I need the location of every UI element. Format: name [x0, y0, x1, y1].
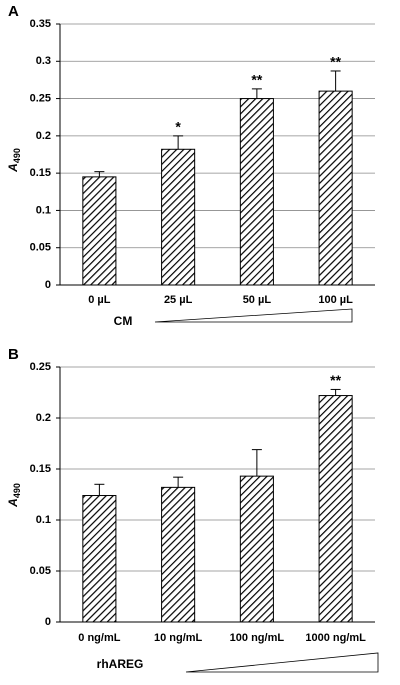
ramp-triangle	[185, 652, 379, 673]
x-axis-label: rhAREG	[97, 657, 144, 671]
y-tick-label: 0.25	[30, 92, 51, 104]
y-tick-label: 0.15	[30, 463, 51, 475]
bar	[161, 486, 196, 623]
y-tick-label: 0.1	[36, 204, 51, 216]
y-tick-label: 0.05	[30, 242, 51, 254]
bar	[239, 475, 274, 623]
x-tick-label: 25 µL	[164, 294, 193, 306]
y-tick-label: 0.1	[36, 514, 51, 526]
x-tick-label: 0 µL	[88, 294, 111, 306]
x-axis-label: CM	[114, 314, 133, 328]
y-tick-label: 0.2	[36, 130, 51, 142]
y-tick-label: 0	[45, 279, 51, 291]
bar	[318, 90, 353, 286]
x-tick-label: 100 µL	[318, 294, 353, 306]
significance-marker: *	[175, 119, 181, 135]
y-label-base: A	[6, 498, 20, 508]
y-axis-label: A490	[6, 483, 22, 508]
bar	[82, 495, 117, 623]
bar	[318, 395, 353, 623]
y-tick-label: 0.3	[36, 55, 51, 67]
bar	[161, 148, 196, 286]
y-tick-label: 0.35	[30, 18, 51, 30]
y-tick-label: 0.15	[30, 167, 51, 179]
panel-label: A	[8, 3, 19, 20]
x-tick-label: 50 µL	[243, 294, 272, 306]
bar	[239, 98, 274, 286]
panel-label: B	[8, 346, 19, 363]
significance-marker: **	[330, 372, 341, 388]
y-label-base: A	[6, 163, 20, 173]
x-tick-label: 1000 ng/mL	[305, 632, 366, 644]
significance-marker: **	[330, 54, 341, 70]
y-tick-label: 0.25	[30, 361, 51, 373]
x-tick-label: 10 ng/mL	[154, 632, 203, 644]
y-axis-label: A490	[6, 148, 22, 173]
y-tick-label: 0	[45, 616, 51, 628]
bar	[82, 176, 117, 286]
x-tick-label: 100 ng/mL	[230, 632, 285, 644]
y-label-subscript: 490	[12, 148, 22, 163]
ramp-triangle	[154, 308, 353, 323]
y-label-subscript: 490	[12, 483, 22, 498]
y-tick-label: 0.2	[36, 412, 51, 424]
y-tick-label: 0.05	[30, 565, 51, 577]
significance-marker: **	[251, 72, 262, 88]
x-tick-label: 0 ng/mL	[78, 632, 120, 644]
